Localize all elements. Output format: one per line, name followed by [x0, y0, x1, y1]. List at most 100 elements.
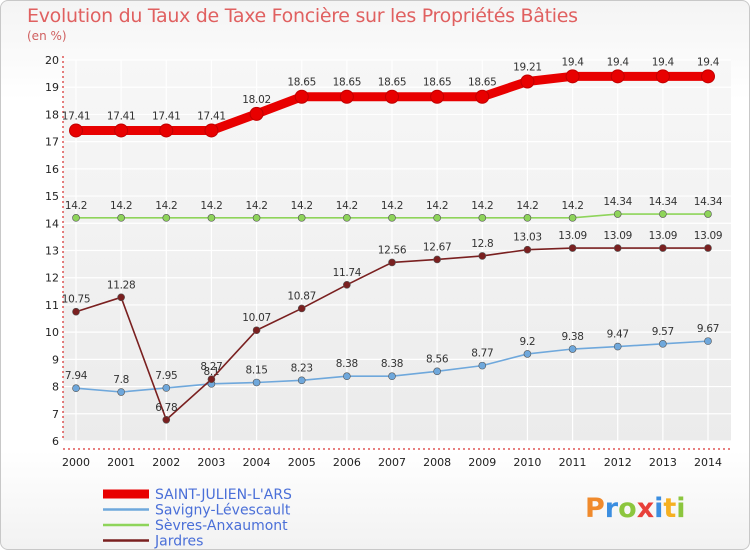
data-point-saint-julien-l-ars: [159, 123, 174, 138]
data-point-sevres-anxaumont: [72, 214, 80, 222]
data-point-sevres-anxaumont: [343, 214, 351, 222]
data-label-saint-julien-l-ars: 17.41: [62, 110, 91, 122]
data-label-sevres-anxaumont: 14.2: [291, 200, 313, 212]
data-point-saint-julien-l-ars: [475, 89, 490, 104]
data-point-savigny-levescault: [613, 342, 622, 351]
data-point-jardres: [568, 244, 577, 252]
data-label-jardres: 13.09: [694, 230, 723, 242]
data-point-saint-julien-l-ars: [204, 123, 219, 138]
data-label-saint-julien-l-ars: 19.4: [607, 56, 630, 68]
data-label-savigny-levescault: 8.38: [336, 358, 358, 370]
y-unit-label: (en %): [27, 29, 67, 43]
x-tick-label: 2003: [197, 456, 225, 469]
proxiti-logo: Proxiti: [585, 493, 686, 524]
y-tick-label: 14: [45, 217, 59, 230]
data-point-sevres-anxaumont: [659, 210, 667, 218]
data-point-jardres: [162, 415, 171, 424]
data-point-savigny-levescault: [568, 345, 577, 353]
data-label-jardres: 8.27: [200, 361, 222, 373]
x-tick-label: 2014: [694, 456, 722, 469]
data-point-jardres: [433, 255, 441, 264]
data-point-saint-julien-l-ars: [294, 89, 309, 104]
data-label-jardres: 12.67: [423, 241, 452, 253]
data-point-saint-julien-l-ars: [339, 89, 354, 104]
logo-letter: r: [605, 493, 619, 524]
data-point-jardres: [523, 245, 532, 254]
data-label-saint-julien-l-ars: 18.65: [287, 77, 316, 89]
data-point-jardres: [388, 258, 396, 267]
y-tick-label: 15: [45, 190, 59, 203]
data-label-saint-julien-l-ars: 18.65: [468, 77, 497, 89]
data-label-savigny-levescault: 7.95: [155, 370, 177, 382]
data-point-savigny-levescault: [252, 378, 261, 387]
x-tick-label: 2013: [649, 456, 677, 469]
y-tick-label: 12: [45, 272, 59, 285]
data-label-savigny-levescault: 7.94: [65, 370, 88, 382]
data-label-saint-julien-l-ars: 17.41: [152, 110, 181, 122]
data-label-sevres-anxaumont: 14.2: [471, 200, 493, 212]
data-point-saint-julien-l-ars: [385, 89, 399, 104]
data-label-saint-julien-l-ars: 19.4: [652, 56, 675, 68]
data-label-savigny-levescault: 8.15: [245, 364, 267, 376]
x-tick-label: 2011: [559, 456, 587, 469]
y-tick-label: 18: [45, 108, 59, 121]
data-label-sevres-anxaumont: 14.2: [110, 200, 132, 212]
data-point-sevres-anxaumont: [613, 210, 622, 218]
data-label-sevres-anxaumont: 14.2: [561, 200, 583, 212]
y-tick-label: 19: [45, 81, 59, 94]
data-label-sevres-anxaumont: 14.2: [65, 200, 87, 212]
x-tick-label: 2000: [62, 456, 90, 469]
x-tick-label: 2009: [468, 456, 496, 469]
data-label-jardres: 6.78: [155, 402, 177, 414]
data-point-jardres: [613, 244, 622, 252]
data-label-sevres-anxaumont: 14.34: [603, 196, 632, 208]
data-point-saint-julien-l-ars: [430, 89, 445, 104]
data-label-savigny-levescault: 9.67: [697, 323, 719, 335]
y-tick-label: 11: [45, 299, 59, 312]
data-point-saint-julien-l-ars: [114, 123, 129, 138]
data-label-jardres: 12.56: [378, 244, 407, 256]
data-label-savigny-levescault: 9.47: [607, 329, 629, 341]
data-label-saint-julien-l-ars: 19.21: [513, 61, 542, 73]
data-point-saint-julien-l-ars: [610, 69, 625, 84]
y-tick-label: 17: [45, 136, 59, 149]
y-tick-label: 9: [52, 353, 59, 366]
data-point-sevres-anxaumont: [523, 214, 532, 222]
legend-label-jardres: Jardres: [154, 534, 203, 550]
data-point-jardres: [659, 244, 667, 252]
data-point-saint-julien-l-ars: [565, 69, 580, 84]
data-label-jardres: 13.09: [558, 230, 587, 242]
data-point-saint-julien-l-ars: [701, 69, 715, 84]
data-point-sevres-anxaumont: [568, 214, 577, 222]
data-label-saint-julien-l-ars: 18.65: [378, 77, 407, 89]
data-point-jardres: [117, 293, 125, 302]
data-label-savigny-levescault: 8.77: [471, 348, 493, 360]
data-point-savigny-levescault: [433, 367, 441, 376]
logo-letter: P: [585, 493, 605, 524]
data-point-jardres: [478, 252, 487, 260]
y-tick-label: 8: [52, 381, 59, 394]
data-label-sevres-anxaumont: 14.2: [200, 200, 222, 212]
data-label-jardres: 10.87: [287, 290, 316, 302]
data-point-savigny-levescault: [297, 376, 306, 385]
data-point-saint-julien-l-ars: [520, 74, 535, 89]
data-label-jardres: 10.07: [242, 312, 271, 324]
data-label-saint-julien-l-ars: 18.65: [423, 77, 452, 89]
data-label-jardres: 11.74: [333, 267, 362, 279]
data-label-savigny-levescault: 8.23: [291, 362, 313, 374]
data-label-savigny-levescault: 9.2: [520, 336, 536, 348]
data-point-sevres-anxaumont: [162, 214, 171, 222]
data-label-sevres-anxaumont: 14.2: [245, 200, 267, 212]
data-label-savigny-levescault: 9.38: [561, 331, 583, 343]
legend-label-saint-julien-l-ars: SAINT-JULIEN-L'ARS: [155, 487, 292, 503]
data-label-savigny-levescault: 8.38: [381, 358, 403, 370]
data-point-sevres-anxaumont: [117, 214, 125, 222]
data-label-sevres-anxaumont: 14.2: [381, 200, 403, 212]
data-point-jardres: [252, 326, 261, 335]
logo-letter: t: [663, 493, 676, 524]
data-point-jardres: [297, 304, 306, 313]
y-tick-label: 10: [45, 326, 59, 339]
logo-letter: i: [676, 493, 685, 524]
